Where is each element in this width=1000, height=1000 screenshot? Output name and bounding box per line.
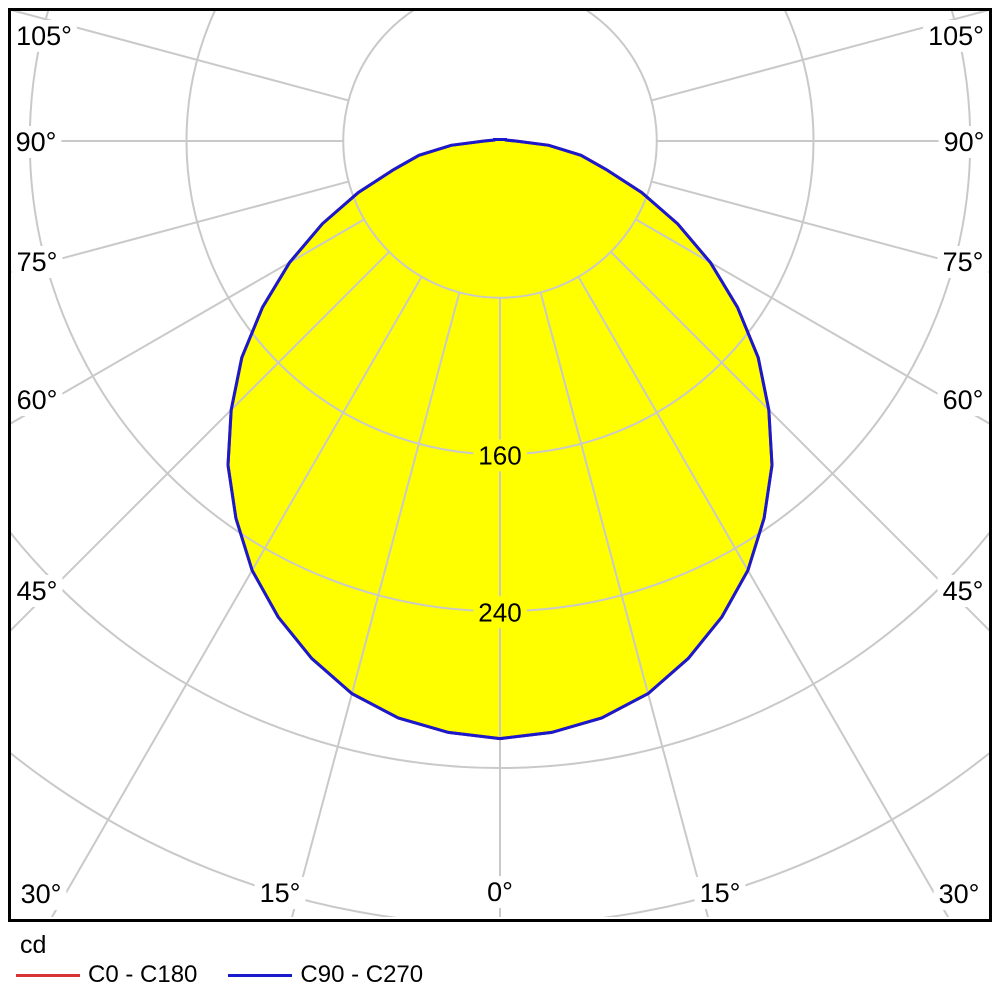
angle-label-right-30deg-bg (933, 878, 985, 910)
angle-label-right-15deg-bg (694, 877, 746, 909)
polar-chart: 0° 15° 15° 30° 30° 45° 45° 60° 60° 75° 75° 90° 90° 10… (8, 8, 992, 922)
angle-label-right-90deg: 90° (944, 127, 985, 157)
angle-label-left-30deg: 30° (21, 879, 62, 909)
angle-label-0deg: 0° (487, 877, 513, 907)
legend-line-c90-c270-icon (228, 973, 293, 977)
angle-label-0deg-bg (482, 876, 518, 908)
angle-label-right-30deg: 30° (939, 879, 980, 909)
angle-label-right-60deg-bg (937, 384, 989, 416)
angle-label-right-105deg-bg (923, 20, 989, 52)
angle-label-left-105deg-bg (11, 20, 77, 52)
angle-label-left-30deg-bg (15, 878, 67, 910)
grid-radial-right-75deg (651, 180, 989, 274)
grid-radial-left-75deg (11, 180, 349, 274)
angle-label-left-90deg-bg (11, 126, 62, 158)
legend-line-c0-c180-icon (16, 973, 80, 977)
angle-label-right-75deg: 75° (943, 247, 984, 277)
ring-value-label-160-bg (473, 439, 527, 472)
angle-label-left-105deg: 105° (16, 21, 72, 51)
legend-entry-c90-c270: C90 - C270 (228, 963, 423, 987)
legend-label-c90-c270: C90 - C270 (300, 961, 424, 988)
ring-value-label-160: 160 (478, 441, 521, 471)
legend-label-c0-c180: C0 - C180 (88, 961, 198, 988)
grid-radial-right-45deg (610, 251, 989, 632)
grid-radial-right-105deg (651, 11, 989, 102)
grid-radial-left-15deg (291, 292, 461, 917)
angle-label-left-60deg-bg (11, 384, 63, 416)
angle-label-right-60deg: 60° (943, 385, 984, 415)
legend: cd C0 - C180 C90 - C270 (16, 933, 423, 987)
angle-label-right-45deg-bg (937, 575, 989, 607)
angle-label-left-15deg-bg (254, 877, 306, 909)
grid-radial-left-60deg (11, 218, 365, 425)
angle-label-right-45deg: 45° (943, 576, 984, 606)
angle-label-right-15deg: 15° (700, 878, 741, 908)
angle-label-left-75deg-bg (11, 246, 63, 278)
grid-radial-right-15deg (539, 292, 709, 917)
angle-label-right-75deg-bg (937, 246, 989, 278)
angle-label-left-90deg: 90° (16, 127, 57, 157)
angle-label-left-45deg-bg (11, 575, 63, 607)
ring-value-label-240: 240 (478, 597, 521, 627)
angle-label-left-45deg: 45° (17, 576, 58, 606)
grid-radial-right-60deg (635, 218, 989, 425)
grid-radial-left-45deg (11, 251, 390, 632)
angle-label-left-15deg: 15° (260, 878, 301, 908)
legend-entry-c0-c180: C0 - C180 (16, 963, 197, 987)
legend-row: C0 - C180 C90 - C270 (16, 963, 423, 987)
angle-label-left-75deg: 75° (17, 247, 58, 277)
grid-radial-left-105deg (11, 11, 349, 102)
angle-label-right-90deg-bg (938, 126, 989, 158)
angle-label-right-105deg: 105° (928, 21, 984, 51)
intensity-curve-c90-c270 (226, 138, 774, 741)
ring-value-label-240-bg (473, 596, 527, 629)
legend-unit-label: cd (20, 931, 47, 959)
angle-label-left-60deg: 60° (17, 385, 58, 415)
grid-radial-right-30deg (577, 276, 950, 917)
plot-frame (8, 8, 992, 922)
grid-radial-left-30deg (50, 276, 423, 917)
